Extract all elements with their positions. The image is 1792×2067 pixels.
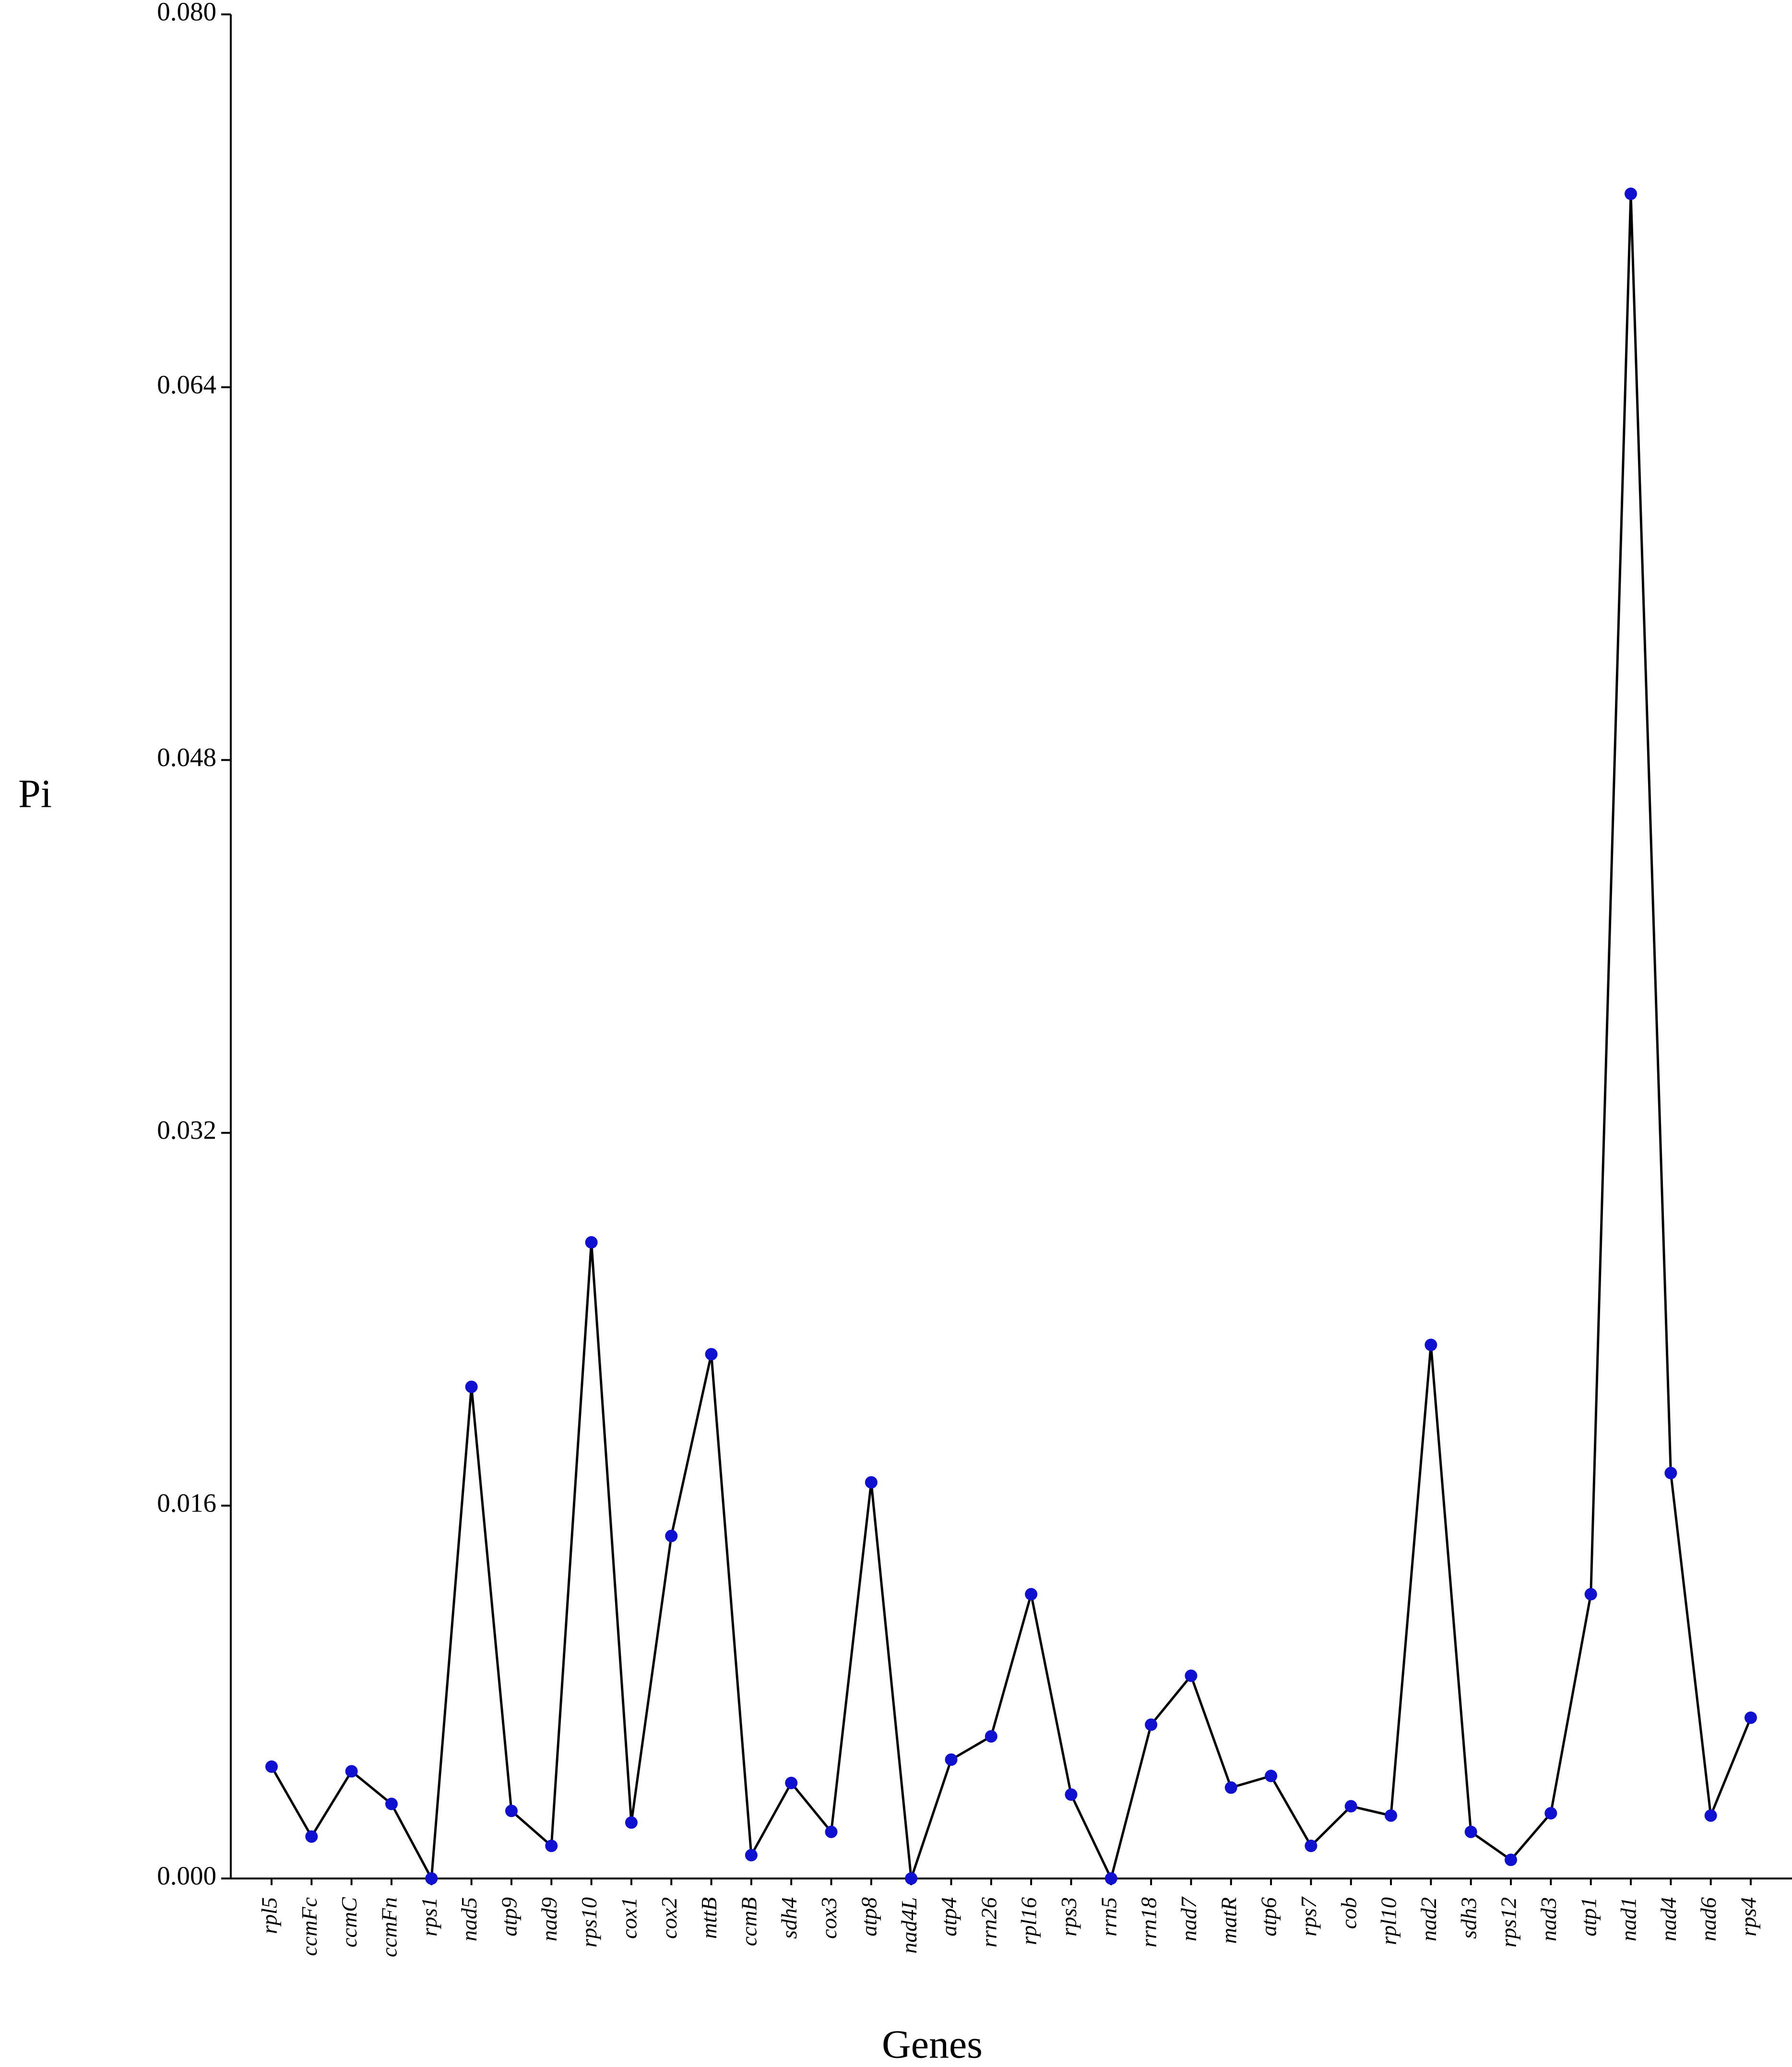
data-point [665, 1529, 678, 1542]
data-point [745, 1849, 758, 1862]
x-tick-label: atp9 [497, 1897, 522, 1937]
data-point [625, 1816, 638, 1829]
x-tick-label: ccmFn [377, 1897, 402, 1957]
data-point [425, 1872, 438, 1885]
data-point [505, 1805, 518, 1818]
data-point [1664, 1466, 1677, 1479]
data-point [1544, 1807, 1557, 1819]
x-tick-label: atp8 [856, 1897, 881, 1937]
data-point [1145, 1718, 1158, 1731]
data-point [545, 1839, 558, 1852]
x-tick-label: sdh4 [777, 1897, 801, 1939]
x-tick-label: nad4L [897, 1897, 921, 1954]
x-tick-label: cob [1336, 1897, 1361, 1929]
data-point [905, 1872, 918, 1885]
data-point [1745, 1711, 1757, 1724]
data-point [385, 1797, 398, 1810]
x-tick-label: ccmC [337, 1897, 361, 1948]
x-axis-title: Genes [882, 2022, 983, 2067]
x-tick-label: cox1 [617, 1897, 641, 1939]
y-tick-label: 0.016 [157, 1488, 216, 1517]
data-point [785, 1776, 798, 1789]
data-point [945, 1753, 958, 1766]
data-point [305, 1830, 318, 1843]
data-point [1025, 1588, 1038, 1601]
x-tick-label: rpl5 [257, 1897, 282, 1934]
data-point [1344, 1800, 1357, 1813]
y-tick-label: 0.048 [157, 743, 216, 772]
x-tick-label: mttB [697, 1897, 721, 1939]
data-point [985, 1730, 997, 1743]
y-tick-label: 0.080 [157, 0, 216, 26]
data-point [825, 1825, 838, 1838]
x-tick-label: ccmFc [297, 1897, 321, 1956]
x-tick-label: cox3 [817, 1897, 841, 1939]
x-tick-label: rps1 [417, 1897, 441, 1937]
x-tick-label: rrn26 [976, 1897, 1001, 1948]
x-tick-label: nad3 [1536, 1897, 1561, 1941]
x-tick-label: sdh3 [1456, 1897, 1481, 1939]
x-tick-label: rps4 [1736, 1897, 1761, 1937]
x-tick-label: nad7 [1176, 1896, 1201, 1941]
data-point [1065, 1788, 1078, 1801]
data-point [1385, 1809, 1398, 1822]
x-tick-label: matR [1216, 1897, 1241, 1944]
y-tick-label: 0.000 [157, 1861, 216, 1890]
x-tick-label: atp1 [1576, 1897, 1601, 1937]
data-point [1104, 1872, 1117, 1885]
x-tick-label: rpl10 [1377, 1897, 1401, 1945]
data-point [1584, 1588, 1597, 1601]
y-tick-label: 0.064 [157, 370, 216, 399]
x-tick-label: rps12 [1496, 1897, 1521, 1948]
data-point [465, 1381, 478, 1394]
data-point [1464, 1825, 1477, 1838]
data-point [585, 1236, 598, 1249]
data-point [265, 1760, 278, 1773]
data-point [1265, 1770, 1278, 1783]
x-tick-label: atp6 [1257, 1897, 1281, 1937]
x-tick-label: rrn18 [1137, 1897, 1161, 1948]
x-tick-label: rps10 [577, 1897, 601, 1948]
x-tick-label: nad9 [537, 1897, 561, 1941]
data-point [1305, 1839, 1317, 1852]
x-tick-label: nad6 [1696, 1897, 1721, 1941]
data-point [1704, 1809, 1717, 1822]
x-tick-label: nad4 [1656, 1897, 1681, 1941]
x-tick-label: ccmB [736, 1897, 761, 1946]
data-point [865, 1476, 878, 1489]
data-point [1224, 1781, 1237, 1794]
x-tick-label: rrn5 [1096, 1897, 1121, 1937]
x-tick-label: atp4 [937, 1897, 961, 1937]
x-tick-label: nad5 [457, 1897, 481, 1941]
data-point [1185, 1669, 1198, 1682]
data-point [1424, 1338, 1437, 1351]
data-point [1505, 1854, 1518, 1866]
x-tick-label: rpl16 [1017, 1897, 1041, 1945]
y-tick-label: 0.032 [157, 1115, 216, 1145]
x-tick-label: nad1 [1616, 1897, 1641, 1941]
x-tick-label: rps7 [1296, 1896, 1321, 1937]
x-tick-label: nad2 [1416, 1897, 1441, 1941]
x-tick-label: cox2 [657, 1897, 681, 1939]
y-axis-title: Pi [18, 771, 52, 816]
x-tick-label: rps3 [1056, 1897, 1081, 1937]
data-point [345, 1765, 358, 1778]
data-point [705, 1348, 718, 1361]
series-line [270, 193, 1752, 1883]
data-point [1625, 188, 1638, 201]
